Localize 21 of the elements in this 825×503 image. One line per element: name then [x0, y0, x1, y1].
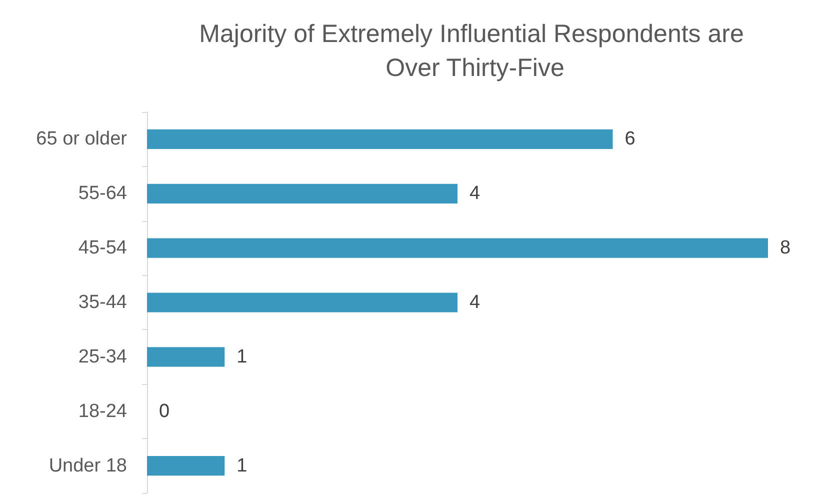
bar [147, 184, 458, 204]
bar [147, 456, 225, 476]
data-label: 1 [236, 455, 248, 476]
data-label: 4 [470, 183, 480, 204]
y-tick-label: 55-64 [78, 183, 128, 204]
data-label: 8 [780, 238, 791, 259]
bar [147, 292, 458, 312]
data-label: 6 [624, 128, 636, 150]
y-tick-label: Under 18 [48, 455, 127, 476]
y-tick-label: 65 or older [36, 128, 128, 150]
data-label: 0 [159, 400, 170, 422]
bar [147, 347, 225, 367]
data-label: 4 [470, 292, 480, 313]
chart-title: Majority of Extremely Influential Respondents are Over Thirty-Five [199, 20, 751, 82]
bar [147, 238, 768, 258]
bar [147, 129, 613, 150]
data-label: 1 [236, 346, 248, 368]
y-tick-label: 18-24 [78, 400, 128, 422]
y-tick-label: 25-34 [78, 346, 128, 368]
y-tick-label: 45-54 [78, 238, 128, 259]
y-tick-label: 35-44 [78, 292, 128, 313]
